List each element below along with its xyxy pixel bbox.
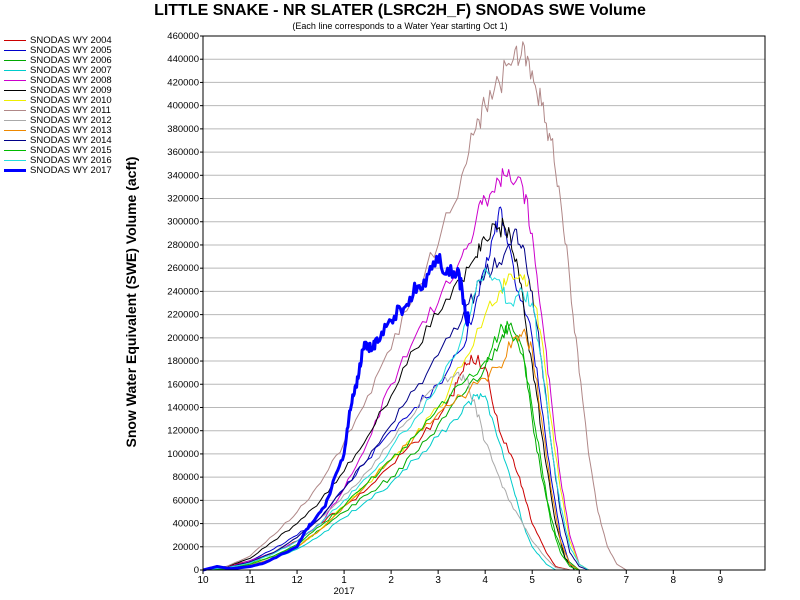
legend-item: SNODAS WY 2010 [4,96,112,106]
legend-label: SNODAS WY 2009 [30,85,112,96]
y-tick-label: 320000 [167,194,199,205]
legend-swatch [4,149,26,151]
series-line-snodas-wy-2017 [202,253,471,572]
legend-swatch [4,39,26,41]
plot-area [203,36,765,570]
legend-label: SNODAS WY 2011 [30,105,111,116]
legend-label: SNODAS WY 2017 [30,165,112,176]
y-tick-label: 440000 [167,54,199,65]
y-tick-label: 400000 [167,101,199,112]
series-line-snodas-wy-2011 [202,41,627,571]
legend-label: SNODAS WY 2012 [30,115,112,126]
y-tick-label: 360000 [167,147,199,158]
legend: SNODAS WY 2004 SNODAS WY 2005 SNODAS WY 20… [4,36,112,176]
y-tick-label: 160000 [167,379,199,390]
legend-item: SNODAS WY 2014 [4,136,112,146]
y-tick-label: 80000 [173,472,199,483]
x-tick-label: 11 [245,575,256,586]
y-tick-label: 420000 [167,77,199,88]
x-year-label: 2017 [334,586,355,597]
legend-label: SNODAS WY 2007 [30,65,112,76]
legend-item: SNODAS WY 2016 [4,156,112,166]
legend-label: SNODAS WY 2014 [30,135,112,146]
x-tick-label: 4 [482,575,488,586]
series-line-snodas-wy-2015 [202,320,580,571]
legend-swatch [4,159,26,161]
y-tick-label: 240000 [167,286,199,297]
y-tick-label: 140000 [167,402,199,413]
legend-swatch [4,119,26,121]
x-tick-label: 7 [623,575,629,586]
x-tick-label: 5 [529,575,535,586]
legend-label: SNODAS WY 2008 [30,75,112,86]
legend-item: SNODAS WY 2006 [4,56,112,66]
chart-subtitle: (Each line corresponds to a Water Year s… [292,21,508,31]
legend-item: SNODAS WY 2008 [4,76,112,86]
legend-swatch [4,168,26,172]
legend-item: SNODAS WY 2005 [4,46,112,56]
x-tick-label: 1 [341,575,347,586]
legend-label: SNODAS WY 2013 [30,125,112,136]
legend-item: SNODAS WY 2007 [4,66,112,76]
legend-swatch [4,59,26,61]
y-tick-label: 60000 [173,495,199,506]
legend-item: SNODAS WY 2011 [4,106,112,116]
legend-item: SNODAS WY 2013 [4,126,112,136]
legend-swatch [4,49,26,51]
legend-swatch [4,89,26,91]
legend-label: SNODAS WY 2016 [30,155,112,166]
y-tick-label: 0 [194,565,199,576]
legend-label: SNODAS WY 2006 [30,55,112,66]
x-tick-label: 6 [576,575,582,586]
x-tick-label: 2 [388,575,394,586]
legend-label: SNODAS WY 2015 [30,145,112,156]
legend-swatch [4,139,26,141]
x-tick-label: 3 [435,575,441,586]
y-tick-label: 300000 [167,217,199,228]
x-tick-label: 12 [291,575,303,586]
y-tick-label: 260000 [167,263,199,274]
y-tick-label: 120000 [167,426,199,437]
legend-swatch [4,129,26,131]
legend-swatch [4,99,26,101]
legend-label: SNODAS WY 2004 [30,35,112,46]
legend-label: SNODAS WY 2010 [30,95,112,106]
plot-border [202,35,766,571]
y-tick-label: 220000 [167,310,199,321]
legend-item: SNODAS WY 2017 [4,166,112,176]
y-tick-label: 280000 [167,240,199,251]
x-tick-label: 10 [197,575,209,586]
y-tick-label: 460000 [167,31,199,42]
y-tick-label: 380000 [167,124,199,135]
legend-swatch [4,69,26,71]
x-tick-label: 8 [671,575,677,586]
legend-item: SNODAS WY 2009 [4,86,112,96]
chart-title: LITTLE SNAKE - NR SLATER (LSRC2H_F) SNOD… [154,2,646,19]
y-tick-label: 100000 [167,449,199,460]
legend-item: SNODAS WY 2012 [4,116,112,126]
y-tick-label: 200000 [167,333,199,344]
legend-item: SNODAS WY 2004 [4,36,112,46]
y-tick-label: 340000 [167,170,199,181]
legend-item: SNODAS WY 2015 [4,146,112,156]
legend-swatch [4,79,26,81]
y-tick-label: 180000 [167,356,199,367]
legend-swatch [4,109,26,111]
legend-label: SNODAS WY 2005 [30,45,112,56]
x-tick-label: 9 [718,575,724,586]
y-tick-label: 40000 [173,519,199,530]
y-tick-label: 20000 [173,542,199,553]
